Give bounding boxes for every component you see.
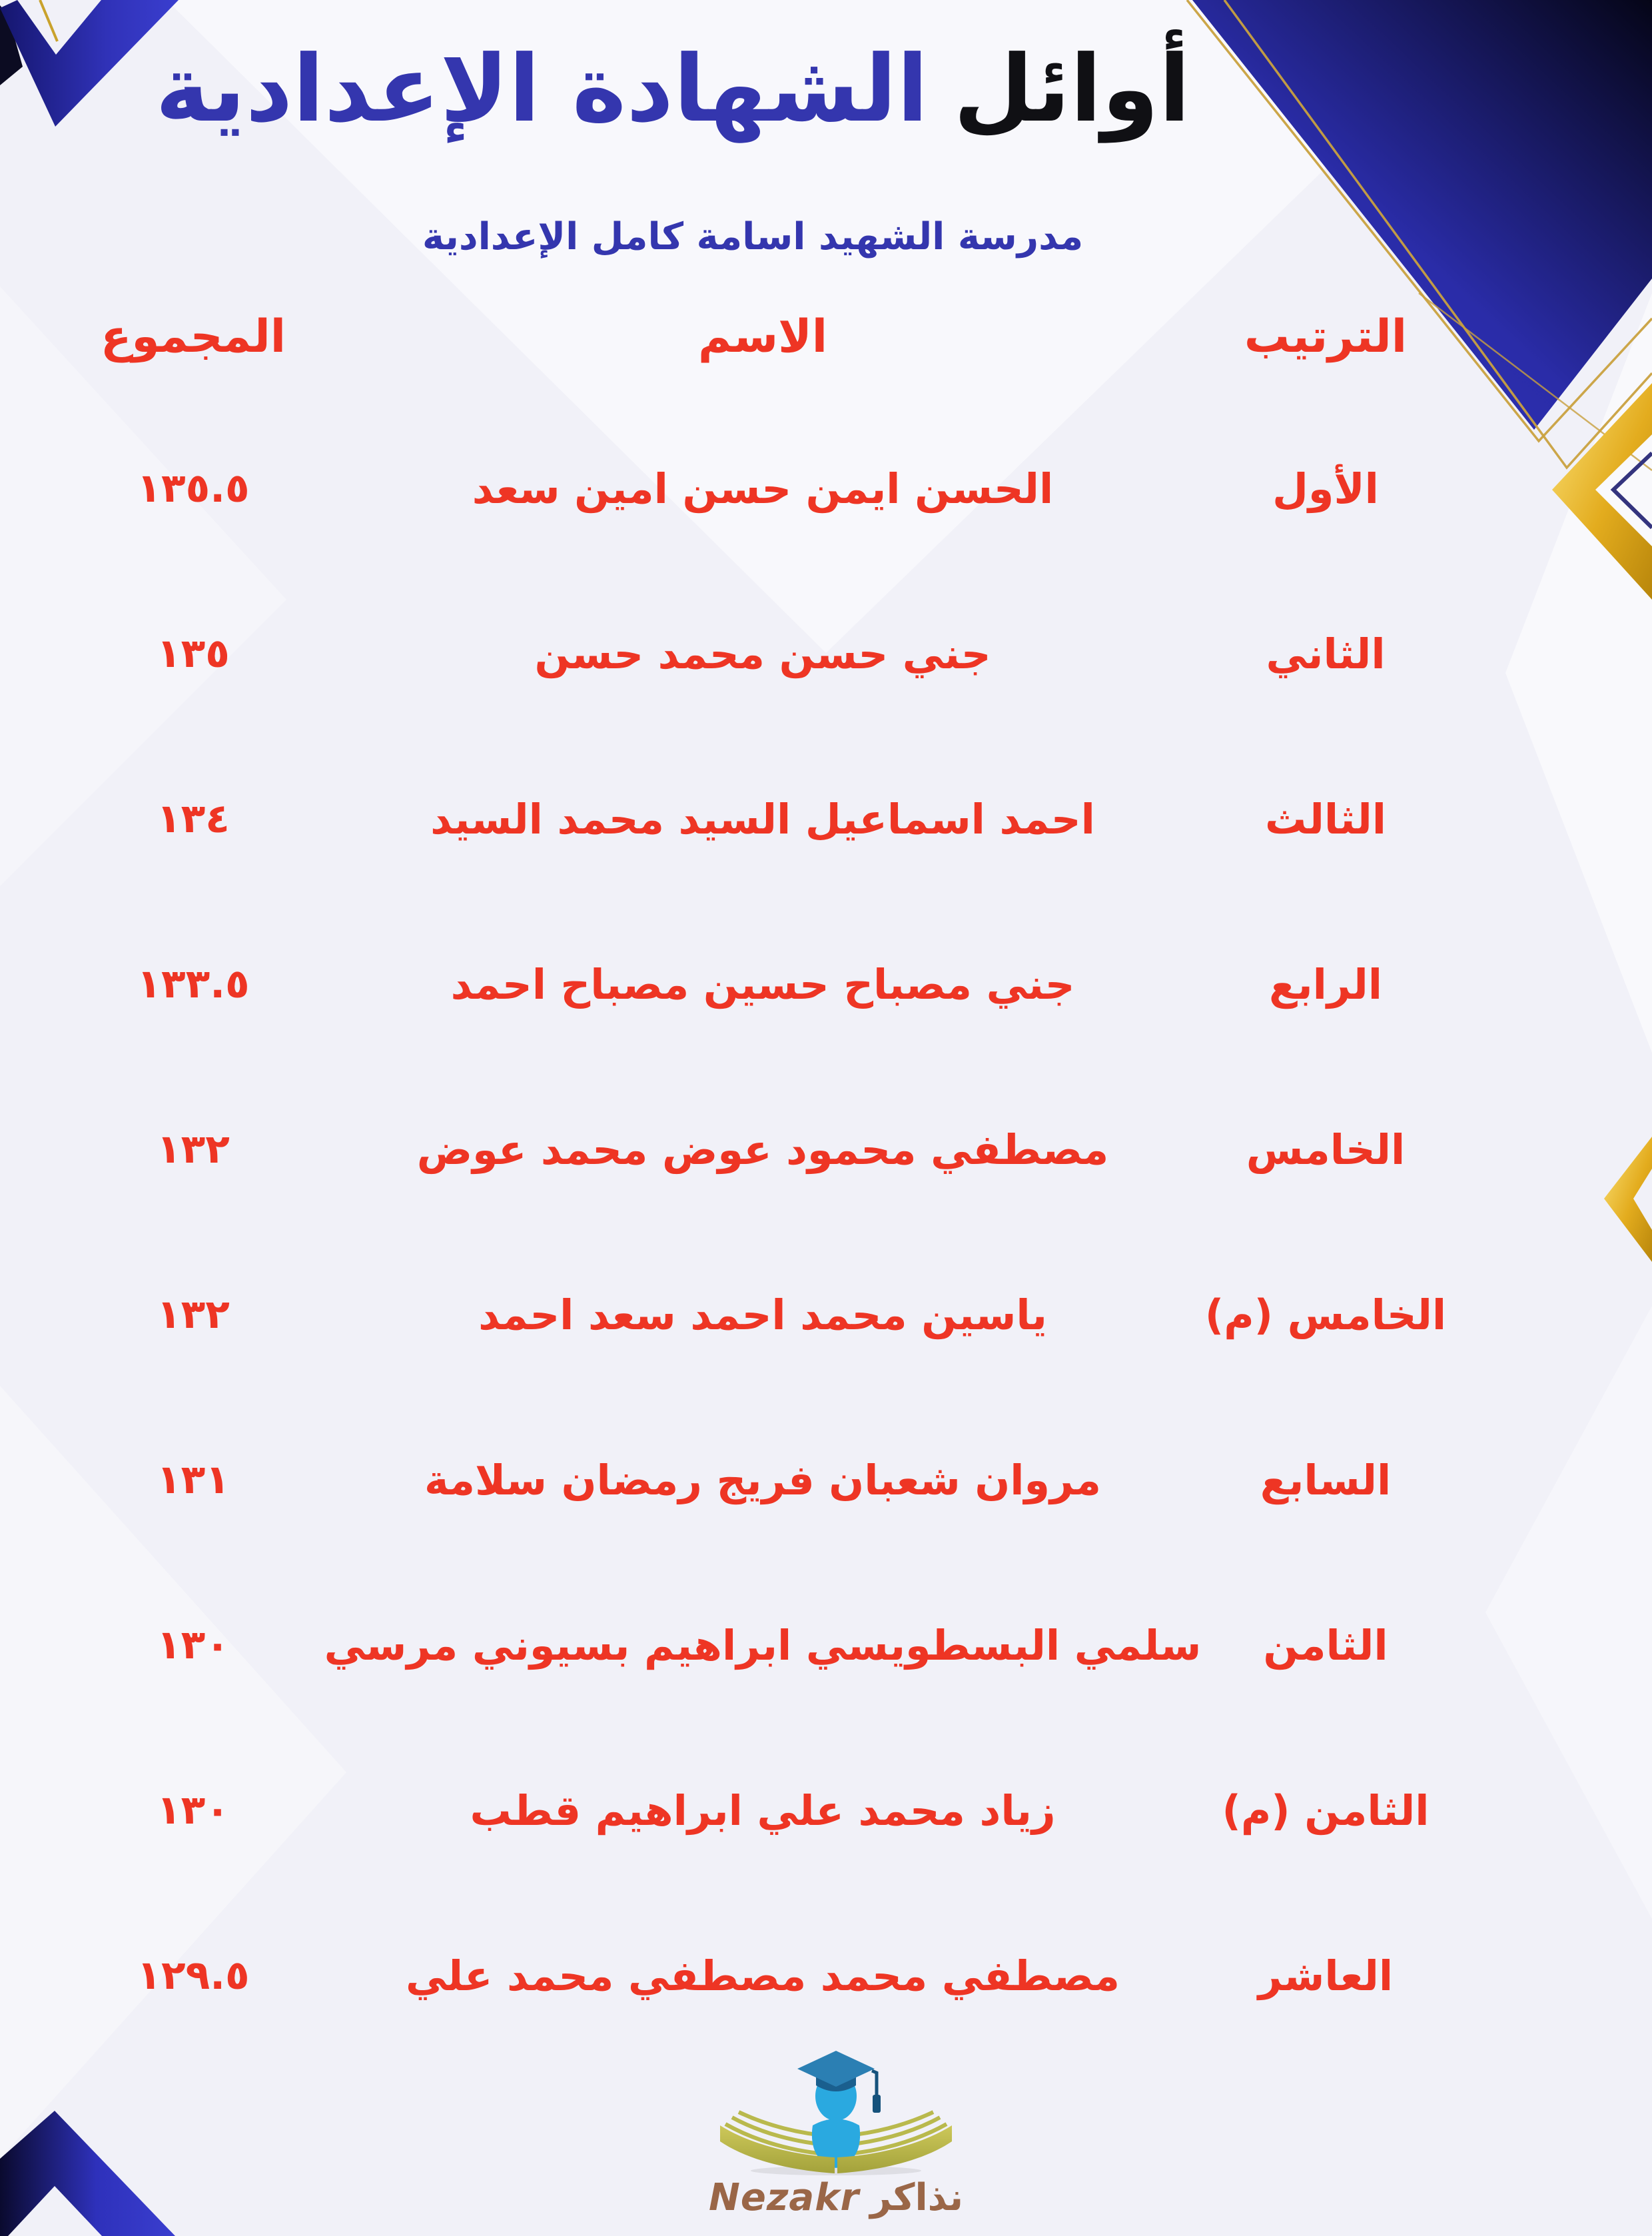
total-cell: ١٢٩.٥ — [137, 1952, 250, 1999]
rank-cell: الخامس (م) — [1204, 1290, 1447, 1339]
gold-hairline-1 — [1186, 0, 1652, 443]
watermark-triangle — [167, 0, 1499, 653]
total-cell: ١٣٢ — [157, 1126, 230, 1173]
corner-black-accent — [0, 5, 23, 85]
title-word-black: أوائل — [953, 35, 1190, 143]
name-cell: ياسين محمد احمد سعد احمد — [478, 1290, 1047, 1339]
rank-cell: الخامس — [1246, 1125, 1406, 1174]
gold-hairline-2 — [1223, 0, 1652, 470]
corner-gold-line — [39, 0, 59, 42]
total-cell: ١٣٣.٥ — [137, 961, 250, 1007]
table-row: العاشر مصطفي محمد مصطفي محمد علي ١٢٩.٥ — [0, 1939, 1652, 2012]
header-rank: الترتيب — [1244, 310, 1408, 363]
table-row: الخامس (م) ياسين محمد احمد سعد احمد ١٣٢ — [0, 1278, 1652, 1351]
table-row: الثاني جني حسن محمد حسن ١٣٥ — [0, 617, 1652, 690]
watermark-chevron-left-2 — [0, 286, 286, 886]
logo-wordmark: نذاكر Nezakr — [673, 2171, 999, 2224]
rank-cell: الثامن (م) — [1222, 1786, 1430, 1835]
table-row: الثامن (م) زياد محمد علي ابراهيم قطب ١٣٠ — [0, 1774, 1652, 1847]
watermark-chevron-left — [0, 1386, 346, 2159]
table-row: السابع مروان شعبان فريج رمضان سلامة ١٣١ — [0, 1443, 1652, 1516]
watermark-chevron-right-2 — [1485, 1306, 1652, 1919]
header-total: المجموع — [100, 310, 286, 363]
table-row: الثامن سلمي البسطويسي ابراهيم بسيوني مرس… — [0, 1608, 1652, 1682]
name-cell: مصطفي محمود عوض محمد عوض — [416, 1125, 1109, 1174]
top-right-blue-wedge — [1192, 0, 1652, 430]
logo-latin-text: Nezakr — [708, 2175, 860, 2219]
total-cell: ١٣٠ — [157, 1622, 230, 1668]
title-words-blue: الشهادة الإعدادية — [155, 35, 929, 143]
total-cell: ١٣٥ — [157, 630, 230, 677]
table-row: الخامس مصطفي محمود عوض محمد عوض ١٣٢ — [0, 1113, 1652, 1186]
rank-cell: الأول — [1272, 464, 1379, 513]
name-cell: احمد اسماعيل السيد محمد السيد — [430, 794, 1095, 843]
graduate-book-icon — [720, 2051, 952, 2175]
page-title: أوائل الشهادة الإعدادية — [80, 12, 1266, 165]
name-cell: زياد محمد علي ابراهيم قطب — [470, 1786, 1056, 1835]
rank-cell: الثاني — [1266, 629, 1386, 678]
name-cell: مروان شعبان فريج رمضان سلامة — [424, 1455, 1102, 1504]
gold-chevron-lower — [1604, 1137, 1652, 1262]
table-row: الثالث احمد اسماعيل السيد محمد السيد ١٣٤ — [0, 782, 1652, 855]
rank-cell: السابع — [1260, 1455, 1392, 1504]
table-row: الرابع جني مصباح حسين مصباح احمد ١٣٣.٥ — [0, 947, 1652, 1021]
gold-chevron-upper — [1552, 383, 1652, 600]
rank-cell: الثامن — [1263, 1620, 1388, 1670]
total-cell: ١٣١ — [157, 1456, 230, 1503]
rank-cell: العاشر — [1258, 1951, 1394, 2000]
name-cell: جني مصباح حسين مصباح احمد — [450, 959, 1075, 1009]
total-cell: ١٣٠ — [157, 1787, 230, 1834]
header-name: الاسم — [697, 310, 828, 363]
name-cell: مصطفي محمد مصطفي محمد علي — [405, 1951, 1120, 2000]
rank-cell: الرابع — [1269, 959, 1382, 1009]
total-cell: ١٣٢ — [157, 1291, 230, 1338]
gold-chevron-navy-line — [1610, 451, 1652, 530]
corner-v-shape — [0, 0, 179, 127]
logo-arabic-text: نذاكر — [870, 2175, 964, 2219]
table-row: الأول الحسن ايمن حسن امين سعد ١٣٥.٥ — [0, 452, 1652, 525]
total-cell: ١٣٥.٥ — [137, 465, 250, 512]
total-cell: ١٣٤ — [157, 796, 230, 842]
name-cell: سلمي البسطويسي ابراهيم بسيوني مرسي — [324, 1620, 1202, 1670]
rank-cell: الثالث — [1264, 794, 1387, 843]
nezakr-logo — [703, 2047, 969, 2177]
name-cell: الحسن ايمن حسن امين سعد — [472, 464, 1054, 513]
watermark-chevron-right — [1505, 293, 1652, 1053]
school-subtitle: مدرسة الشهيد اسامة كامل الإعدادية — [422, 215, 1084, 259]
name-cell: جني حسن محمد حسن — [534, 629, 991, 678]
bottom-left-chevron — [0, 2111, 175, 2236]
table-header-row: الترتيب الاسم المجموع — [0, 300, 1652, 373]
